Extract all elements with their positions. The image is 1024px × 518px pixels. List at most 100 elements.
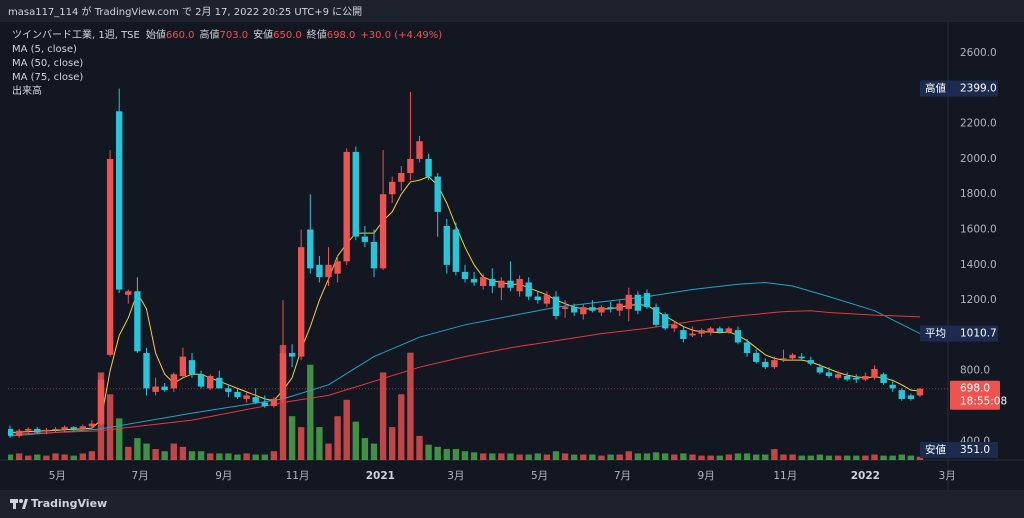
candle-body (470, 278, 478, 283)
volume-bar (698, 455, 705, 460)
candle-body (270, 398, 278, 406)
y-tick-label: 1400.0 (960, 259, 997, 271)
volume-bar (543, 454, 551, 460)
volume-bar (489, 453, 496, 460)
x-tick-label: 9月 (215, 470, 232, 482)
volume-bar (789, 454, 796, 460)
volume-bar (70, 455, 77, 460)
legend-change: +30.0 (+4.49%) (360, 30, 442, 41)
candle-body (252, 397, 259, 403)
volume-bar (298, 427, 305, 460)
volume-bar (88, 451, 96, 460)
header-bar (0, 0, 1024, 22)
candle-body (361, 236, 369, 242)
candle-body (798, 356, 805, 359)
volume-bar (480, 453, 487, 460)
candle-body (771, 360, 778, 368)
candle-body (498, 280, 505, 288)
volume-bar (607, 454, 614, 460)
candle-body (743, 342, 751, 354)
volume-bar (716, 455, 723, 460)
volume-bar (343, 399, 350, 460)
candle-body (461, 271, 469, 279)
candle-body (34, 428, 41, 433)
candle-body (543, 294, 551, 304)
legend-field-label: 安値 (253, 28, 273, 41)
legend-field-value: 703.0 (220, 30, 249, 41)
candle-body (634, 294, 642, 311)
candle-body (97, 379, 105, 424)
candle-body (898, 390, 905, 399)
candle-body (570, 307, 578, 313)
volume-bar (916, 456, 924, 460)
candle-body (443, 226, 450, 265)
volume-bar (179, 446, 187, 460)
header-text: masa117_114 が TradingView.com で 2月 17, 2… (8, 5, 362, 18)
volume-bar (907, 455, 915, 460)
candle-body (825, 372, 833, 376)
volume-bar (853, 455, 860, 460)
volume-bar (188, 451, 196, 460)
candle-body (916, 388, 924, 396)
volume-bar (634, 453, 642, 460)
candle-body (716, 328, 723, 332)
candle-body (134, 291, 141, 352)
candle-body (70, 427, 77, 429)
volume-bar (461, 451, 469, 460)
candle-body (525, 282, 532, 297)
candle-body (607, 307, 614, 309)
candle-body (334, 261, 341, 274)
volume-bar (871, 454, 878, 460)
volume-bar (43, 455, 50, 460)
candle-body (643, 293, 651, 308)
volume-bar (616, 454, 623, 460)
volume-bar (252, 454, 259, 460)
candle-body (43, 429, 50, 432)
candle-body (197, 374, 205, 387)
volume-bar (771, 449, 778, 460)
volume-bar (134, 438, 141, 460)
volume-bar (725, 454, 733, 460)
x-tick-label: 11月 (773, 470, 797, 482)
candle-body (343, 151, 350, 262)
volume-bar (643, 453, 651, 460)
y-tick-label: 1200.0 (960, 294, 997, 306)
last-price-label: 698.0 (960, 383, 990, 395)
candle-body (152, 386, 159, 392)
volume-bar (361, 438, 369, 460)
y-tick-label: 800.0 (960, 365, 990, 377)
volume-bar (398, 394, 405, 460)
candle-body (8, 428, 14, 436)
volume-bar (807, 455, 814, 460)
volume-bar (243, 453, 250, 460)
last-price-box (950, 380, 1000, 410)
volume-bar (288, 416, 296, 460)
legend-symbol: ツインバード工業, 1週, TSE (12, 28, 140, 41)
candle-body (507, 280, 514, 288)
candle-body (789, 354, 796, 359)
candle-body (871, 368, 878, 378)
candle-body (288, 353, 296, 357)
volume-bar (416, 435, 423, 460)
volume-bar (689, 454, 696, 460)
volume-bar (79, 453, 86, 460)
volume-bar (752, 454, 760, 460)
legend-indicator: MA (50, close) (12, 58, 83, 69)
volume-bar (234, 454, 241, 460)
candle-body (179, 356, 187, 376)
volume-bar (152, 449, 159, 460)
candle-body (725, 328, 733, 332)
candle-body (616, 303, 623, 311)
candle-body (907, 395, 915, 399)
candle-body (689, 333, 696, 336)
y-tick-label: 2600.0 (960, 47, 997, 59)
volume-bar (580, 454, 587, 460)
volume-bar (898, 454, 905, 460)
volume-bar (216, 453, 223, 460)
volume-bar (470, 452, 478, 460)
ma-line (9, 310, 921, 435)
volume-bar (516, 454, 523, 460)
volume-bar (507, 453, 514, 460)
volume-bar (370, 443, 378, 460)
